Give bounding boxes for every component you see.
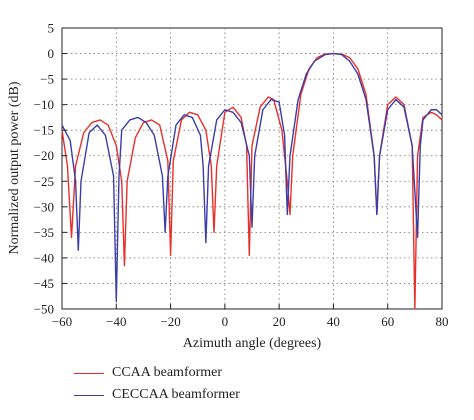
x-tick-label: −60 (52, 314, 72, 329)
x-tick-label: 20 (273, 314, 286, 329)
legend-item-ccaa: CCAA beamformer (74, 362, 240, 384)
x-tick-label: 40 (327, 314, 340, 329)
series-lines (61, 52, 443, 310)
axis-ticks: −60 −40 −20 0 20 40 60 80 5 0 −5 −10 −15 −20 −25 −30 −35… (34, 21, 449, 330)
y-tick-label: −25 (34, 174, 54, 189)
chart-legend: CCAA beamformer CECCAA beamformer (74, 362, 240, 406)
y-tick-label: 5 (48, 21, 55, 36)
legend-item-ceccaa: CECCAA beamformer (74, 384, 240, 406)
y-axis-title: Normalized output power (dB) (7, 81, 22, 254)
y-tick-label: 0 (48, 46, 55, 61)
x-tick-label: −20 (160, 314, 180, 329)
line-chart: −60 −40 −20 0 20 40 60 80 5 0 −5 −10 −15 −20 −25 −30 −35… (7, 21, 449, 352)
y-tick-label: −15 (34, 123, 54, 138)
legend-label-ceccaa: CECCAA beamformer (112, 387, 240, 402)
y-tick-label: −20 (34, 148, 54, 163)
legend-swatch-ccaa (74, 372, 104, 374)
legend-swatch-ceccaa (74, 394, 104, 396)
x-tick-label: −40 (106, 314, 126, 329)
x-tick-label: 80 (436, 314, 449, 329)
series-line-ceccaa (61, 52, 443, 303)
x-tick-label: 60 (381, 314, 394, 329)
y-tick-label: −40 (34, 250, 54, 265)
y-tick-label: −50 (34, 302, 54, 317)
y-tick-label: −30 (34, 199, 54, 214)
x-tick-label: 0 (222, 314, 229, 329)
legend-label-ccaa: CCAA beamformer (112, 365, 223, 380)
x-axis-title: Azimuth angle (degrees) (183, 336, 322, 351)
y-tick-label: −35 (34, 225, 54, 240)
y-tick-label: −5 (40, 72, 54, 87)
y-tick-label: −45 (34, 276, 54, 291)
y-tick-label: −10 (34, 97, 54, 112)
